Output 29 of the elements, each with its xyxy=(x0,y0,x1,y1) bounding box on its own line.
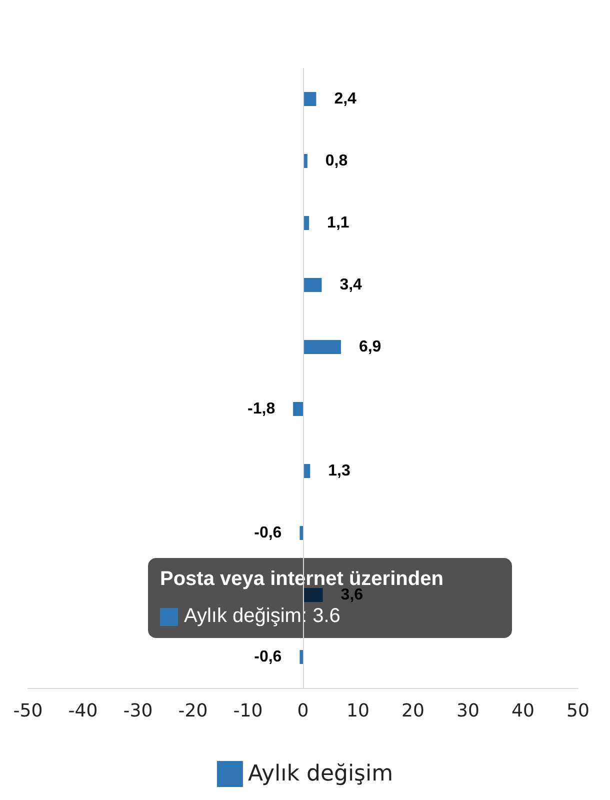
data-label: -0,6 xyxy=(254,524,282,542)
data-label: -1,8 xyxy=(248,400,276,418)
bar xyxy=(303,340,341,354)
x-tick-label: -10 xyxy=(233,700,263,722)
data-label: 0,8 xyxy=(325,152,348,170)
x-tick-label: 10 xyxy=(346,700,370,722)
bar xyxy=(293,402,303,416)
x-tick-label: -40 xyxy=(68,700,98,722)
x-tick-label: -30 xyxy=(123,700,153,722)
data-label: 6,9 xyxy=(358,338,382,356)
bar xyxy=(303,92,316,106)
data-label: 3,4 xyxy=(340,276,362,294)
bar xyxy=(303,278,322,292)
x-tick-label: -50 xyxy=(13,700,43,722)
x-tick-label: 50 xyxy=(566,700,590,722)
data-label: 1,3 xyxy=(328,462,350,480)
bar xyxy=(300,526,303,540)
x-tick-label: 20 xyxy=(402,700,424,722)
x-tick-label: 40 xyxy=(512,700,534,722)
data-label: 1,1 xyxy=(327,214,350,232)
x-tick-label: -20 xyxy=(178,700,208,722)
x-tick-label: 30 xyxy=(456,700,480,722)
bar xyxy=(300,650,303,664)
x-tick-label: 0 xyxy=(297,700,309,722)
legend-label: Aylık değişim xyxy=(248,762,394,786)
bar xyxy=(303,588,323,602)
data-label: -0,6 xyxy=(254,648,282,666)
data-label: 3,6 xyxy=(340,586,364,604)
data-label: 2,4 xyxy=(334,90,357,108)
